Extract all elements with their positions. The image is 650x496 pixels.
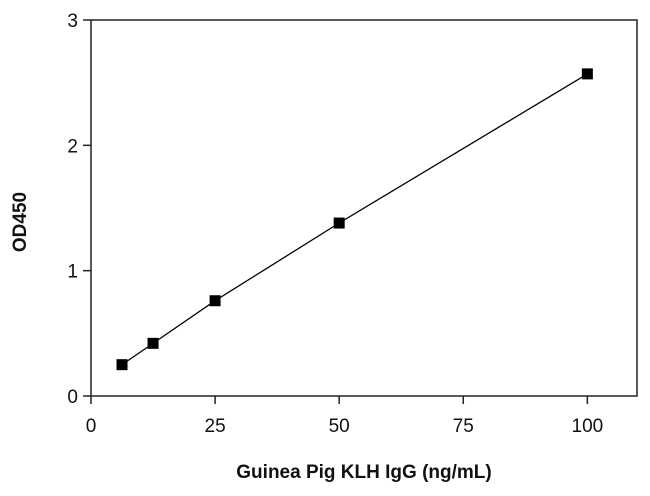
data-point: [147, 337, 159, 349]
data-point: [333, 217, 345, 229]
series-line: [121, 73, 588, 366]
y-axis-title: OD450: [10, 192, 31, 252]
plot-frame: [90, 19, 638, 397]
x-tick-label: 75: [453, 416, 474, 437]
x-tick-label: 0: [86, 416, 97, 437]
x-tick-label: 100: [572, 416, 604, 437]
plot-area: 0 25 50 75 100 0 1 2 3: [67, 11, 638, 437]
x-tick-label: 25: [205, 416, 226, 437]
x-tick-label: 50: [329, 416, 350, 437]
data-point: [209, 295, 221, 307]
y-tick-label: 0: [67, 387, 78, 408]
y-tick-label: 2: [67, 136, 78, 157]
y-tick-label: 3: [67, 11, 78, 32]
x-axis-title: Guinea Pig KLH IgG (ng/mL): [236, 462, 491, 483]
y-tick-label: 1: [67, 262, 78, 283]
data-point: [116, 359, 128, 371]
data-point: [581, 68, 593, 80]
